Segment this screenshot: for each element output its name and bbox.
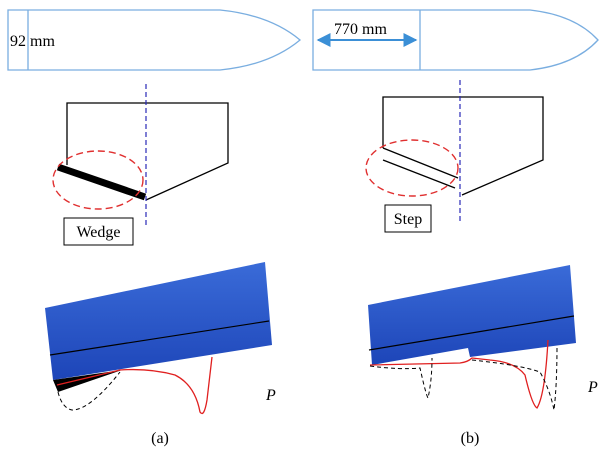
- planing-b: P (b): [368, 265, 598, 447]
- caption: (b): [461, 430, 480, 447]
- caption: (a): [151, 430, 169, 447]
- figure: 92 mm 770 mm Wedge Step P (a): [0, 0, 603, 452]
- label-box: Step: [394, 211, 422, 228]
- dimension-label: 92 mm: [10, 33, 55, 50]
- section-b: Step: [366, 80, 543, 232]
- planing-a: P (a): [45, 262, 276, 447]
- hull-plan-a: 92 mm: [8, 10, 300, 70]
- section-a: Wedge: [53, 84, 228, 245]
- hull-plan-b: 770 mm: [313, 10, 598, 70]
- dimension-label: 770 mm: [334, 21, 387, 38]
- pressure-label: P: [265, 387, 276, 404]
- label-box: Wedge: [76, 224, 120, 241]
- pressure-label: P: [587, 379, 598, 396]
